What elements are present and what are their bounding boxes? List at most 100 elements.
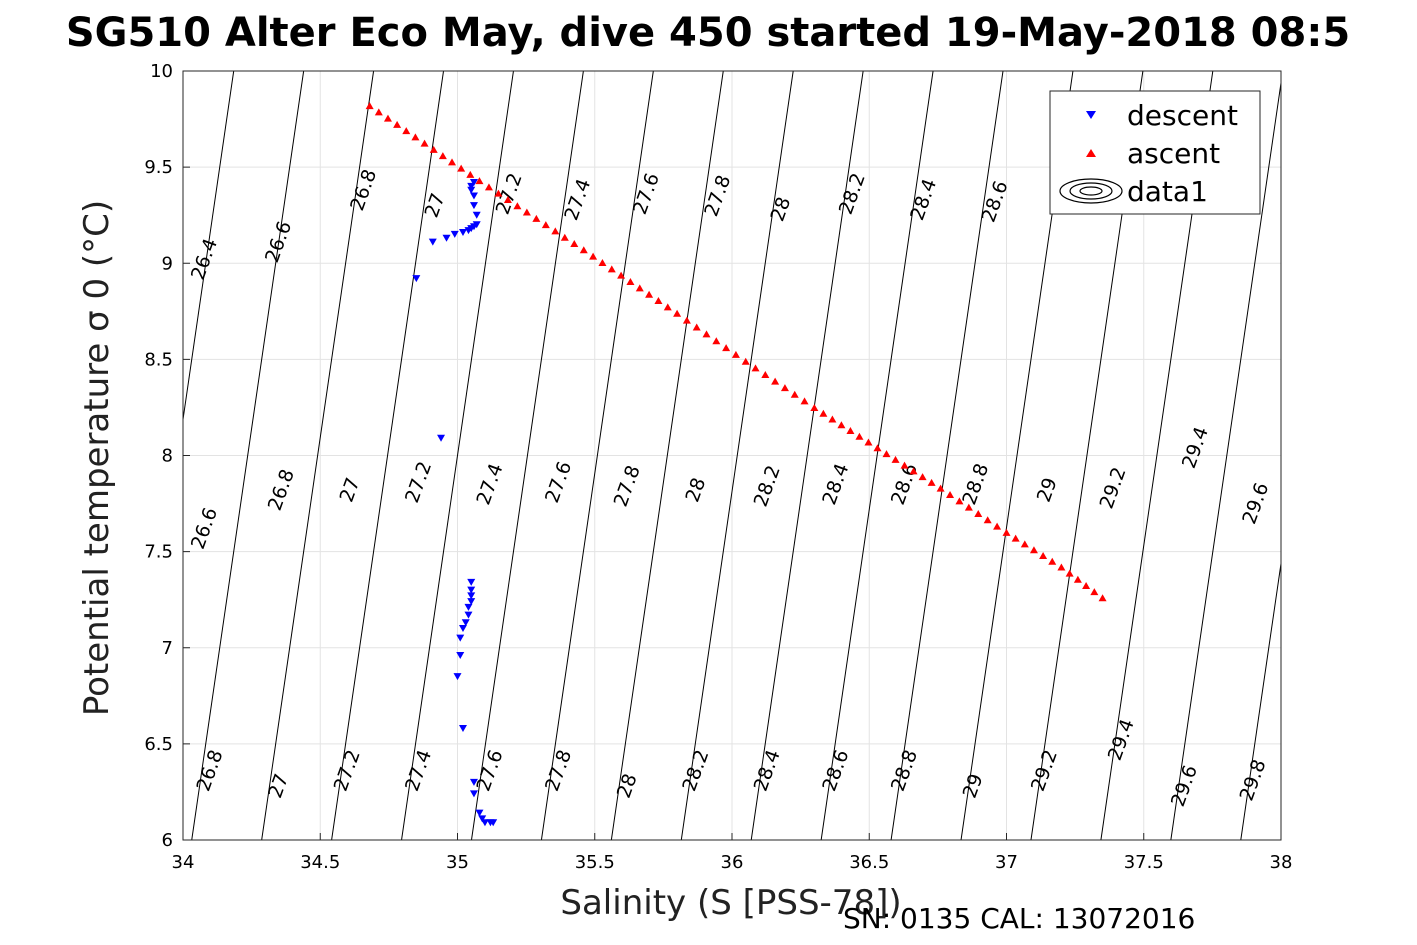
descent-point (469, 778, 478, 786)
density-contours (183, 71, 1281, 840)
ascent-point (570, 240, 579, 248)
ascent-point (891, 455, 900, 463)
ascent-point (1011, 534, 1020, 542)
descent-point (453, 673, 462, 681)
x-tick-label: 37.5 (1124, 852, 1164, 873)
x-tick-label: 36.5 (849, 852, 889, 873)
ascent-point (1065, 569, 1074, 577)
ascent-legend-marker (1086, 149, 1096, 157)
ascent-point (936, 484, 945, 492)
ascent-point (532, 214, 541, 222)
descent-point (469, 202, 478, 210)
descent-point (464, 603, 473, 611)
ascent-point (900, 461, 909, 469)
legend: descent ascent data1 (1049, 90, 1261, 215)
density-contour-line (540, 71, 654, 840)
ascent-point (751, 364, 760, 372)
ascent-point (692, 323, 701, 331)
descent-point (467, 586, 476, 594)
ascent-point (837, 421, 846, 429)
ascent-point (438, 152, 447, 160)
y-tick-label: 8.5 (144, 349, 173, 370)
ascent-point (771, 377, 780, 385)
y-tick-label: 6 (162, 830, 173, 851)
y-tick-label: 7 (162, 638, 173, 659)
ascent-point (855, 432, 864, 440)
legend-label-data1: data1 (1127, 175, 1208, 208)
descent-point (469, 192, 478, 200)
ascent-point (909, 467, 918, 475)
x-tick-label: 37 (995, 852, 1018, 873)
descent-point (461, 619, 470, 627)
x-tick-label: 34.5 (300, 852, 340, 873)
ascent-point (411, 133, 420, 141)
ascent-point (722, 344, 731, 352)
density-contour-line (183, 71, 235, 423)
ascent-point (819, 409, 828, 417)
ascent-point (466, 170, 475, 178)
descent-point (464, 611, 473, 619)
ascent-point (780, 384, 789, 392)
ascent-point (560, 233, 569, 241)
ascent-point (800, 397, 809, 405)
chart-title: SG510 Alter Eco May, dive 450 started 19… (66, 10, 1350, 56)
descent-point (472, 221, 481, 229)
descent-point (467, 598, 476, 606)
density-contour-line (610, 71, 724, 840)
ascent-point (1020, 540, 1029, 548)
descent-legend-marker (1086, 111, 1096, 119)
ascent-point (494, 189, 503, 197)
ascent-point (448, 158, 457, 166)
descent-point (469, 179, 478, 187)
ascent-point (974, 509, 983, 517)
ascent-series (365, 102, 1107, 602)
ascent-point (702, 330, 711, 338)
density-contour-line (1240, 560, 1281, 840)
y-axis-label: Potential temperature σ 0 (°C) (77, 200, 117, 716)
ascent-point (541, 221, 550, 229)
descent-point (489, 819, 498, 827)
legend-label-descent: descent (1127, 99, 1238, 132)
ascent-point (1082, 581, 1091, 589)
y-axis-ticks: 6 6.5 7 7.5 8 8.5 9 9.5 10 (144, 61, 190, 851)
descent-point (478, 815, 487, 823)
descent-point (428, 238, 437, 246)
ascent-point (484, 183, 493, 191)
ascent-point (579, 246, 588, 254)
descent-point (450, 230, 459, 238)
ascent-point (741, 357, 750, 365)
ascent-point (810, 403, 819, 411)
density-contour-line (680, 71, 794, 840)
ascent-point (365, 102, 374, 110)
descent-point (469, 790, 478, 798)
ascent-point (374, 108, 383, 116)
descent-point (467, 592, 476, 600)
ascent-point (522, 208, 531, 216)
x-tick-label: 35.5 (575, 852, 615, 873)
descent-point (456, 634, 465, 642)
ascent-point (457, 164, 466, 172)
descent-point (437, 434, 446, 442)
ascent-point (882, 450, 891, 458)
y-tick-label: 7.5 (144, 542, 173, 563)
density-contour-line (191, 71, 305, 840)
ascent-point (645, 290, 654, 298)
legend-box (1049, 90, 1261, 215)
descent-point (458, 724, 467, 732)
density-contour-line (470, 71, 584, 840)
descent-point (412, 275, 421, 283)
ascent-point (955, 497, 964, 505)
descent-point (472, 211, 481, 219)
density-contour-line (261, 71, 375, 840)
ascent-point (1002, 528, 1011, 536)
ascent-point (864, 438, 873, 446)
descent-series (412, 179, 498, 827)
ascent-point (964, 503, 973, 511)
ascent-point (1048, 557, 1057, 565)
density-contour-line (750, 71, 864, 840)
ascent-point (1029, 546, 1038, 554)
ascent-point (712, 337, 721, 345)
ascent-point (946, 490, 955, 498)
x-axis-ticks: 34 34.5 35 35.5 36 36.5 37 37.5 38 (172, 833, 1292, 873)
